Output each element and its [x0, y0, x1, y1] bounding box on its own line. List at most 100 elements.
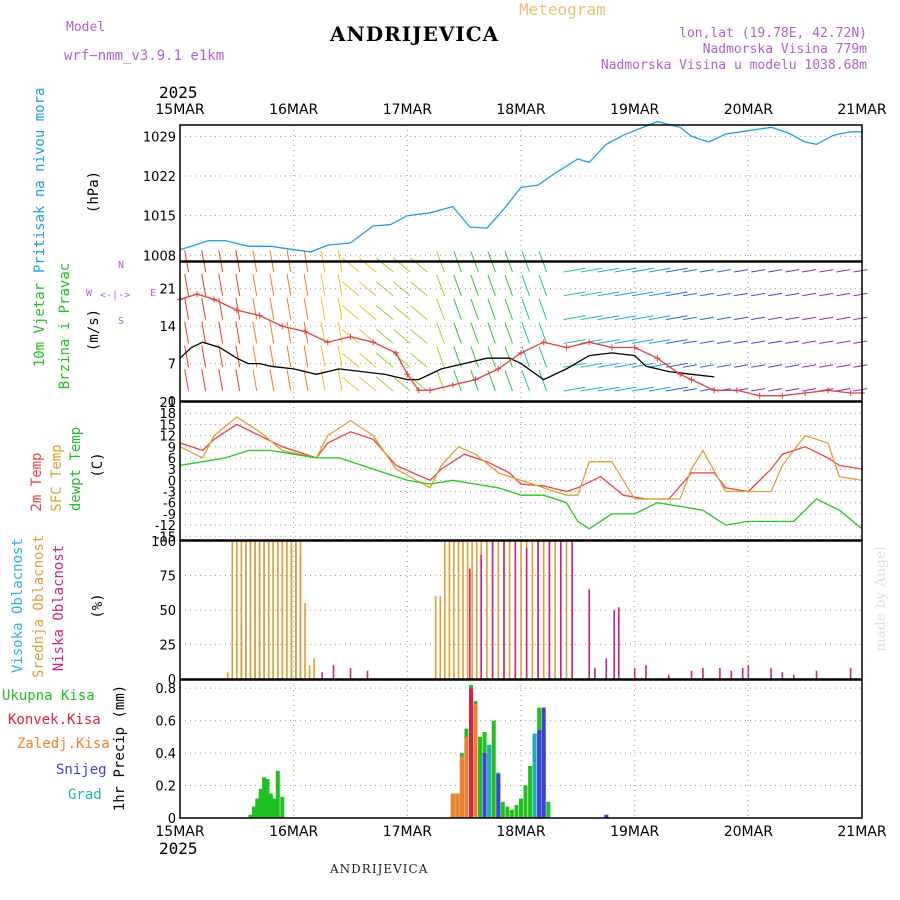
wind-barb-35-1 [785, 292, 800, 297]
wind-barb-17-3 [470, 322, 479, 344]
wind-barb-38-5 [836, 388, 851, 392]
wind-barb-15-2 [436, 298, 445, 320]
bar-cloud-1-2 [236, 541, 238, 679]
x-tick-bottom-1: 16MAR [269, 824, 318, 840]
wind-barb-29-3 [682, 340, 697, 344]
y-tick-temperature-4: -3 [163, 486, 176, 501]
wind-barb-17-2 [470, 298, 479, 320]
model-altitude-label: Nadmorska Visina u modelu 1038.68m [600, 58, 867, 73]
wind-barb-6-2 [286, 297, 292, 320]
y-tick-precip-1: 0.2 [155, 780, 176, 795]
bar-cloud-1-43 [554, 541, 556, 679]
gust-marker-27 [733, 387, 740, 394]
credit-label: made by Angel [873, 546, 889, 652]
bar-cloud-2-29 [781, 672, 784, 679]
gust-marker-13 [427, 387, 434, 394]
bar-cloud-2-1 [332, 665, 335, 679]
gust-marker-7 [324, 339, 331, 346]
wind-barb-35-3 [785, 340, 800, 344]
wind-barb-17-4 [470, 346, 479, 368]
wind-barb-37-4 [819, 364, 834, 368]
wind-barb-22-1 [563, 291, 586, 297]
bar-precip-0-0 [248, 814, 253, 818]
wind-barb-36-4 [802, 364, 817, 368]
x-tick-bottom-3: 18MAR [496, 824, 545, 840]
bar-cloud-2-6 [491, 541, 494, 679]
wind-barb-24-2 [597, 315, 620, 321]
bar-precip-0-3 [258, 788, 263, 818]
bar-precip-0-2 [255, 798, 260, 818]
y-tick-temperature-12: 21 [159, 396, 176, 411]
series-wind-0 [179, 341, 715, 381]
wind-barb-38-1 [836, 292, 851, 297]
wind-barb-14-1 [410, 281, 428, 297]
page-title: ANDRIJEVICA [330, 22, 500, 46]
bar-precip-3-0 [482, 753, 487, 818]
wind-barb-4-1 [252, 274, 258, 296]
wind-barb-38-4 [836, 364, 851, 368]
wind-barb-37-1 [819, 292, 834, 297]
gust-marker-28 [756, 392, 763, 399]
wind-barb-18-1 [487, 274, 496, 296]
bar-precip-0-4 [262, 777, 267, 818]
bar-cloud-2-19 [633, 668, 636, 679]
bar-cloud-1-24 [453, 541, 455, 679]
precip-ylabel: 1hr Precip (mm) [112, 684, 128, 812]
wind-barb-23-0 [580, 267, 603, 273]
year-top: 2025 [159, 83, 198, 102]
wind-barb-21-1 [538, 274, 548, 296]
wind-barb-28-0 [665, 267, 688, 273]
wind-barb-24-4 [597, 362, 620, 368]
y-tick-pressure-3: 1029 [143, 130, 176, 145]
y-tick-temperature-0: -15 [155, 530, 176, 545]
bar-precip-2-0 [450, 793, 455, 818]
gust-marker-32 [847, 389, 854, 396]
wind-barb-16-1 [453, 274, 462, 296]
compass-s: S [118, 316, 125, 327]
bar-cloud-1-16 [299, 541, 302, 679]
gust-marker-23 [654, 355, 661, 362]
wind-barb-26-4 [631, 362, 654, 368]
wind-barb-31-4 [716, 364, 731, 368]
bar-precip-2-4 [473, 704, 478, 818]
bar-cloud-1-9 [267, 541, 270, 679]
wind-barb-2-1 [218, 274, 224, 296]
wind-barb-25-2 [614, 315, 637, 321]
gust-marker-29 [779, 392, 786, 399]
gust-marker-30 [802, 389, 809, 396]
wind-barb-10-5 [341, 376, 360, 392]
bar-precip-0-16 [478, 736, 483, 818]
wind-ylabel-1: 10m Vjetar [32, 282, 48, 368]
bar-cloud-2-0 [321, 672, 323, 679]
wind-barb-19-2 [504, 298, 513, 320]
bar-precip-2-3 [464, 736, 469, 818]
lonlat-label: lon,lat (19.78E, 42.72N) [679, 26, 867, 41]
bar-precip-0-6 [268, 793, 273, 818]
bar-precip-2-2 [459, 756, 464, 818]
wind-barb-0-5 [184, 369, 190, 392]
wind-barb-38-3 [836, 340, 851, 344]
gust-marker-17 [518, 349, 524, 356]
gust-marker-20 [586, 339, 593, 346]
wind-barb-1-5 [201, 369, 207, 392]
x-tick-top-4: 19MAR [610, 102, 659, 118]
gust-marker-10 [392, 349, 399, 356]
series-temperature-0 [179, 423, 863, 500]
legend-snow: Snijeg [56, 762, 107, 778]
y-tick-temperature-8: 9 [168, 441, 176, 456]
wind-barb-29-2 [682, 316, 697, 321]
wind-barb-31-0 [716, 269, 731, 273]
wind-barb-21-2 [538, 298, 548, 320]
wind-barb-27-4 [648, 362, 671, 368]
bar-cloud-2-10 [537, 541, 539, 679]
wind-barb-26-3 [631, 339, 654, 344]
gust-marker-4 [256, 312, 263, 319]
bar-precip-0-21 [500, 801, 505, 818]
bar-precip-0-24 [514, 805, 519, 818]
wind-barb-27-0 [648, 267, 671, 273]
wind-barb-36-5 [802, 388, 817, 392]
bar-cloud-2-12 [560, 541, 562, 679]
bar-cloud-2-8 [514, 541, 517, 679]
wind-barb-17-5 [470, 370, 479, 392]
x-tick-top-6: 21MAR [837, 102, 886, 118]
